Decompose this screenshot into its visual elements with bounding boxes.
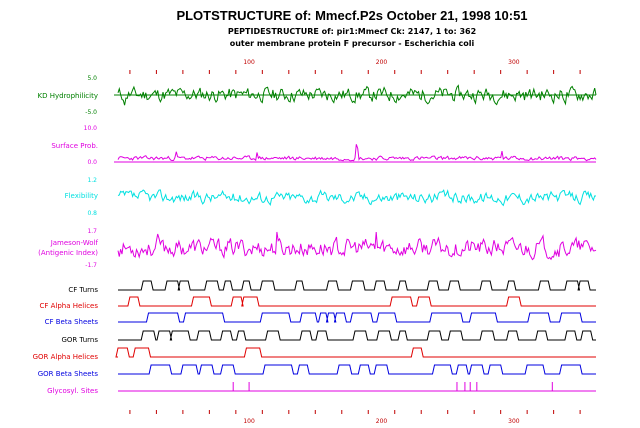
bottom-tick-label: 200: [376, 418, 388, 425]
track-label: GOR Alpha Helices: [33, 353, 99, 361]
y-bottom-label-surface: 0.0: [87, 159, 97, 166]
track-step-line: [118, 364, 596, 375]
plot-subtitle-peptide: PEPTIDESTRUCTURE of: pir1:Mmecf Ck: 2147…: [228, 27, 476, 36]
track-label: GOR Turns: [61, 336, 98, 344]
y-bottom-label-kd: -5.0: [85, 109, 97, 116]
track-step-line: [118, 312, 596, 323]
track-label: CF Beta Sheets: [45, 318, 99, 326]
top-tick-label: 100: [243, 59, 255, 66]
series-line-kd: [117, 84, 597, 106]
track-step-line: [118, 280, 596, 291]
track-step-line: [118, 296, 596, 307]
track-step-line: [118, 330, 596, 341]
panel-label-kd: KD Hydrophilicity: [38, 92, 98, 100]
track-label: Glycosyl. Sites: [47, 387, 98, 395]
panel-label-surface: Surface Prob.: [51, 142, 98, 150]
series-line-surface: [117, 144, 597, 162]
y-top-label-kd: 5.0: [87, 75, 97, 82]
y-top-label-ji: 1.7: [87, 228, 97, 235]
panel-label-ji: Jameson-Wolf: [50, 239, 99, 247]
plot-subtitle-protein: outer membrane protein F precursor - Esc…: [230, 39, 475, 48]
track-label: GOR Beta Sheets: [38, 370, 99, 378]
y-bottom-label-flex: 0.8: [87, 210, 97, 217]
chart-marks: 100 200 300 100 200 300 5.0 -5.0 KD Hydrophilici…: [33, 59, 597, 425]
top-tick-label: 300: [508, 59, 520, 66]
bottom-tick-label: 300: [508, 418, 520, 425]
top-tick-label: 200: [376, 59, 388, 66]
plot-title: PLOTSTRUCTURE of: Mmecf.P2s October 21, …: [176, 8, 527, 23]
panel-label-flex: Flexibility: [65, 192, 98, 200]
track-label: CF Turns: [68, 286, 98, 294]
track-label: CF Alpha Helices: [39, 302, 98, 310]
bottom-tick-label: 100: [243, 418, 255, 425]
track-step-line: [115, 347, 596, 358]
y-bottom-label-ji: -1.7: [85, 262, 97, 269]
series-line-flex: [117, 189, 597, 207]
y-top-label-surface: 10.0: [84, 125, 98, 132]
y-top-label-flex: 1.2: [87, 177, 97, 184]
series-line-ji: [117, 231, 597, 261]
panel-label2-ji: (Antigenic Index): [38, 249, 98, 257]
